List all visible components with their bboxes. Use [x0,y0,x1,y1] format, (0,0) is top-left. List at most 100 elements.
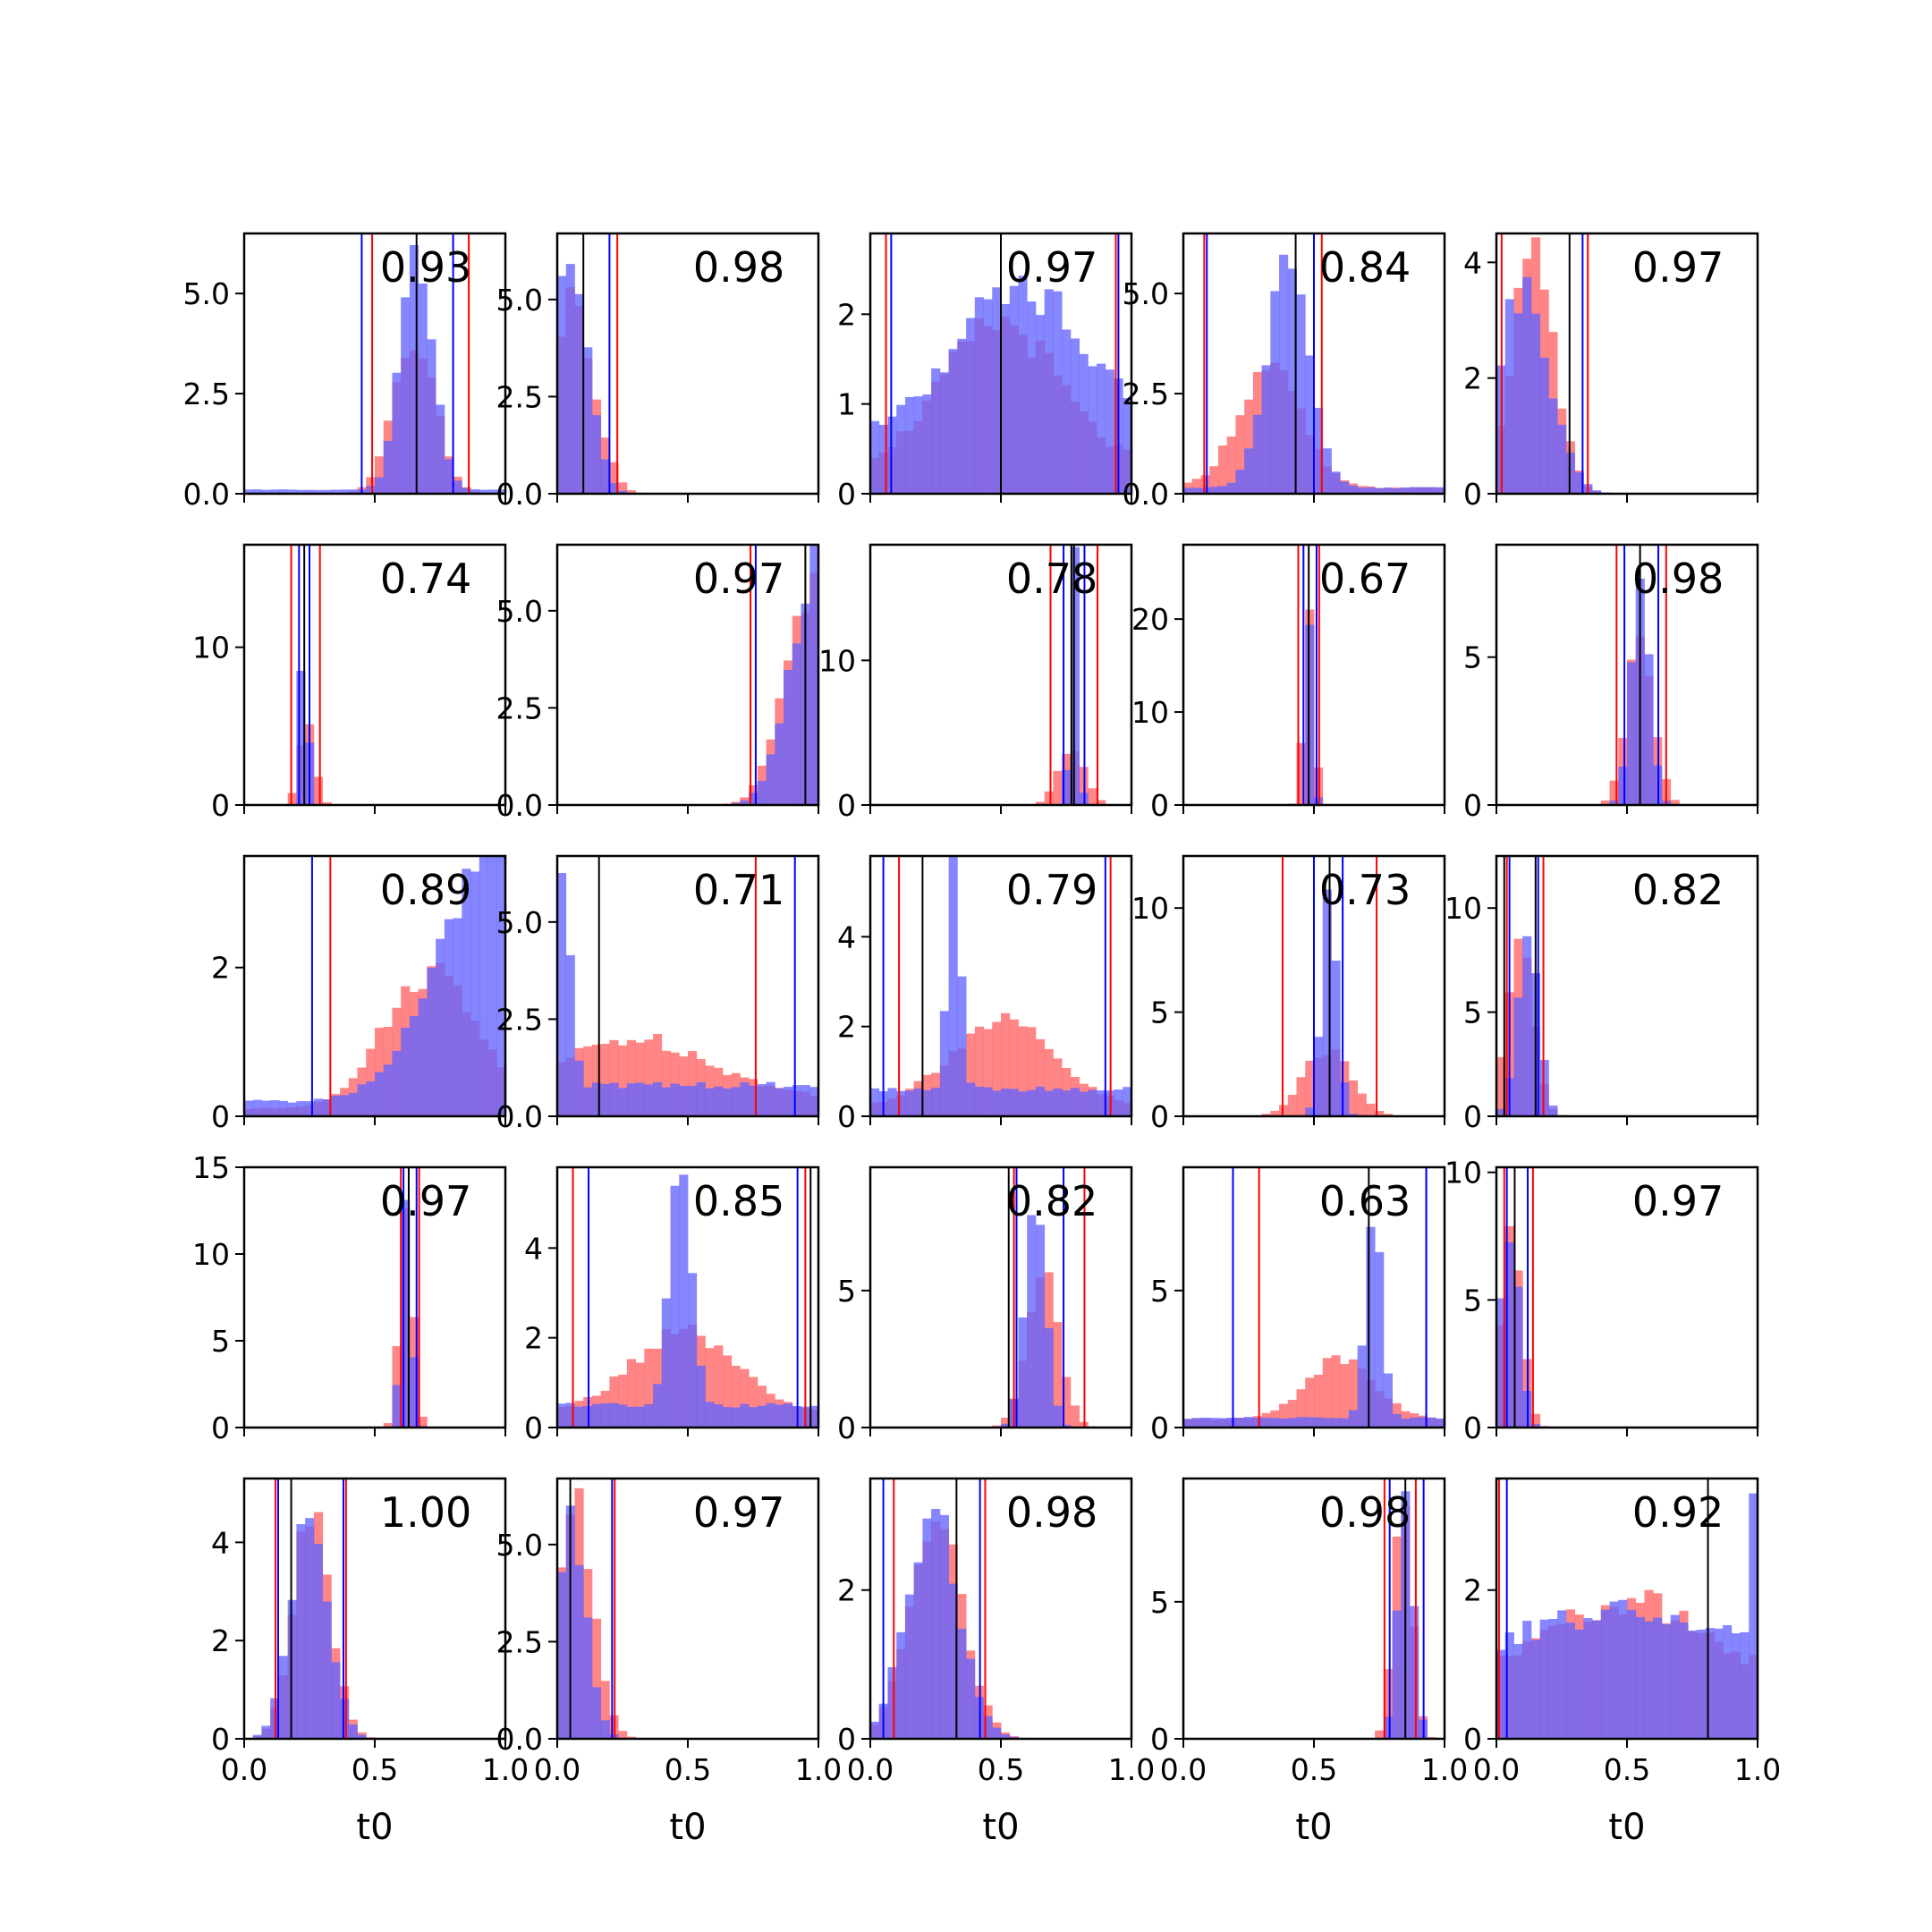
blue-hist-bar [974,1086,984,1116]
plot-area [870,233,1131,494]
blue-hist-bar [626,1083,636,1116]
blue-hist-bar [1053,291,1063,494]
blue-hist-bar [904,396,915,494]
x-tick-label: 0.5 [352,1752,398,1787]
blue-hist-bar [1427,487,1436,494]
red-hist-bar [591,1045,602,1116]
y-tick-label: 10 [1445,891,1482,926]
red-hist-bar [313,776,323,805]
blue-hist-bar [809,1087,818,1116]
blue-hist-bar [305,489,315,494]
blue-hist-bar [766,1402,775,1428]
y-tick-label: 0 [837,1411,856,1445]
panel-r3-c2: 0.0 2.5 5.0 0.71 [496,854,820,1134]
blue-hist-bar [1565,1623,1575,1739]
red-hist-bar [644,1348,654,1428]
blue-hist-bar [731,1407,741,1428]
y-tick-label: 1 [837,387,856,422]
blue-hist-bar [496,856,505,1116]
blue-hist-bar [1340,1418,1350,1428]
panel-r4-c3: 050.82 [837,1165,1133,1445]
y-tick-label: 2 [837,1573,856,1608]
blue-hist-bar [1079,353,1089,494]
blue-hist-bar [792,643,801,805]
plot-area [974,1167,1114,1428]
blue-hist-bar [1530,1423,1541,1428]
x-tick-label: 0.5 [665,1752,711,1787]
blue-hist-bar [244,1100,254,1116]
blue-hist-bar [1618,767,1628,805]
panel-r1-c4: 0.0 2.5 5.0 0.84 [1123,232,1446,512]
red-hist-bar [383,1423,393,1428]
blue-hist-bar [1627,662,1637,805]
blue-hist-bar [896,1090,906,1116]
blue-hist-bar [487,856,497,1116]
blue-hist-bar [1314,1417,1324,1428]
blue-hist-bar [757,1084,767,1116]
blue-hist-bar [1504,1632,1514,1739]
blue-hist-bar [1436,487,1445,494]
red-hist-bar [1340,1364,1350,1428]
y-tick-label: 0.0 [496,477,543,512]
blue-hist-bar [1723,1624,1733,1739]
blue-hist-bar [1348,1410,1359,1428]
y-tick-label: 4 [524,1231,543,1266]
y-tick-label: 2.5 [496,379,543,414]
blue-hist-bar [1314,407,1324,494]
blue-hist-bar [801,1085,810,1116]
blue-hist-bar [931,1508,941,1739]
y-tick-label: 0.0 [183,477,230,512]
blue-hist-bar [600,1720,610,1739]
red-hist-bar [618,1731,628,1739]
blue-hist-bar [1027,1215,1037,1428]
x-tick-label: 1.0 [1108,1752,1155,1787]
blue-hist-bar [401,1027,411,1116]
red-hist-bar [644,1039,654,1116]
y-tick-label: 10 [1445,1156,1482,1191]
y-tick-label: 2.5 [496,691,543,725]
blue-hist-bar [1618,1599,1628,1739]
plot-area [1496,1479,1758,1739]
blue-hist-bar [1600,1609,1610,1739]
blue-hist-bar [322,489,332,494]
blue-hist-bar [1044,1327,1054,1428]
blue-hist-bar [1496,1298,1506,1428]
panel-r1-c1: 0.0 2.5 5.0 0.93 [183,232,507,512]
blue-hist-bar [983,299,993,494]
blue-hist-bar [722,1088,733,1116]
blue-hist-bar [809,1405,818,1428]
red-hist-bar [722,1355,733,1428]
panel-r2-c4: 0 10 20 0.67 [1131,543,1446,823]
blue-hist-bar [427,967,436,1116]
blue-hist-bar [939,1011,949,1116]
blue-hist-bar [340,1699,350,1739]
panel-score: 0.97 [1632,1177,1724,1225]
panel-r5-c5: 0.0 0.5 1.0 0 2 0.92 t0 [1463,1477,1781,1848]
blue-hist-bar [574,1406,584,1428]
blue-hist-bar [1557,424,1567,494]
y-tick-label: 2.5 [183,377,230,411]
blue-hist-bar [1340,481,1350,494]
blue-hist-bar [722,1407,733,1428]
blue-hist-bar [383,440,393,494]
blue-hist-bar [1191,1418,1201,1428]
red-hist-bar [1235,415,1245,494]
blue-hist-bar [1305,624,1315,805]
panel-score: 0.82 [1006,1177,1097,1225]
blue-hist-bar [931,1088,941,1116]
blue-hist-bar [688,1273,698,1428]
blue-hist-bar [1548,1618,1558,1739]
plot-area [1357,1479,1445,1739]
blue-hist-bar [296,671,306,805]
blue-hist-bar [470,871,480,1116]
blue-hist-bar [1305,1417,1315,1428]
blue-hist-bar [409,1357,419,1428]
red-hist-bar [731,1365,741,1428]
blue-hist-bar [1001,1734,1011,1739]
blue-hist-bar [418,284,428,494]
panel-score: 0.84 [1319,243,1411,292]
blue-hist-bar [766,1081,775,1116]
panel-r3-c3: 0 2 4 0.79 [837,854,1133,1134]
plot-area [244,233,505,494]
